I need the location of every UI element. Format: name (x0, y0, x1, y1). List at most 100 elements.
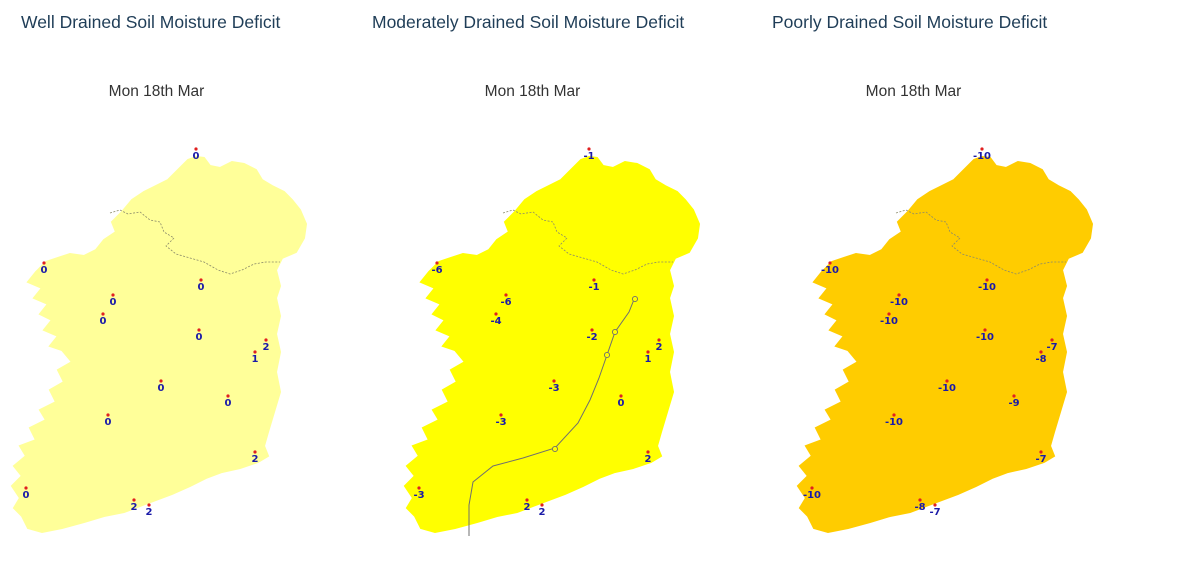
island-shape (10, 155, 308, 534)
station-dot (619, 394, 623, 398)
station-marker: 2 (524, 498, 531, 513)
station-dot (887, 312, 891, 316)
station-value: -10 (821, 265, 839, 276)
station-dot (106, 413, 110, 417)
station-dot (945, 379, 949, 383)
station-value: 0 (110, 297, 117, 308)
station-marker: 0 (105, 413, 112, 428)
station-marker: -6 (500, 293, 512, 308)
station-dot (592, 278, 596, 282)
border-line (109, 209, 280, 275)
station-value: 0 (618, 398, 625, 409)
station-marker: -7 (929, 503, 941, 518)
station-value: -3 (413, 490, 424, 501)
station-dot (918, 498, 922, 502)
station-marker: 0 (100, 312, 107, 327)
station-dot (494, 312, 498, 316)
station-value: -8 (914, 502, 925, 513)
contour-label (611, 328, 619, 336)
station-dot (111, 293, 115, 297)
panel-title: Moderately Drained Soil Moisture Deficit (372, 12, 685, 32)
station-dot (657, 338, 661, 342)
station-value: 2 (252, 454, 259, 465)
island-shape (403, 155, 701, 534)
station-marker: 1 (252, 350, 259, 365)
station-marker: 2 (252, 450, 259, 465)
station-marker: -3 (413, 486, 425, 501)
station-dot (590, 328, 594, 332)
station-dot (1050, 338, 1054, 342)
station-dot (933, 503, 937, 507)
station-value: 2 (645, 454, 652, 465)
station-marker: -8 (914, 498, 926, 513)
station-dot (226, 394, 230, 398)
station-value: -7 (1035, 454, 1046, 465)
station-marker: -7 (1046, 338, 1058, 353)
island-shape (796, 155, 1094, 534)
station-marker: -7 (1035, 450, 1047, 465)
station-dot (983, 328, 987, 332)
station-marker: -10 (976, 328, 994, 343)
station-value: -4 (490, 316, 501, 327)
contour-label (631, 295, 639, 303)
station-marker: 0 (110, 293, 117, 308)
station-value: -7 (1046, 342, 1057, 353)
contour-label (603, 351, 611, 359)
station-marker: 0 (225, 394, 232, 409)
panel-title: Poorly Drained Soil Moisture Deficit (772, 12, 1048, 32)
station-dot (1039, 450, 1043, 454)
station-marker: -3 (548, 379, 560, 394)
station-marker: -10 (880, 312, 898, 327)
station-dot (828, 261, 832, 265)
poorly-drained-panel: Poorly Drained Soil Moisture Deficit Mon… (772, 0, 1179, 569)
station-value: 2 (524, 502, 531, 513)
station-dot (587, 147, 591, 151)
station-marker: -10 (885, 413, 903, 428)
station-dot (985, 278, 989, 282)
station-dot (646, 350, 650, 354)
station-value: -3 (495, 417, 506, 428)
station-dot (810, 486, 814, 490)
station-dot (253, 450, 257, 454)
station-value: 0 (193, 151, 200, 162)
station-dot (24, 486, 28, 490)
station-value: -1 (583, 151, 594, 162)
panel-date: Mon 18th Mar (865, 83, 962, 100)
station-marker: -6 (431, 261, 443, 276)
station-marker: -10 (938, 379, 956, 394)
station-dot (194, 147, 198, 151)
station-marker: 2 (645, 450, 652, 465)
station-dot (199, 278, 203, 282)
station-value: 0 (198, 282, 205, 293)
station-marker: -9 (1008, 394, 1020, 409)
station-dot (552, 379, 556, 383)
station-dot (980, 147, 984, 151)
station-marker: -10 (890, 293, 908, 308)
station-value: -6 (431, 265, 442, 276)
panel-title: Well Drained Soil Moisture Deficit (21, 12, 281, 32)
panel-date: Mon 18th Mar (484, 83, 581, 100)
station-value: -2 (586, 332, 597, 343)
station-value: -10 (938, 383, 956, 394)
station-value: 1 (252, 354, 259, 365)
station-dot (1012, 394, 1016, 398)
station-dot (101, 312, 105, 316)
station-marker: 0 (198, 278, 205, 293)
station-dot (892, 413, 896, 417)
station-dot (525, 498, 529, 502)
moderately-drained-panel: Moderately Drained Soil Moisture Deficit… (372, 0, 786, 569)
station-dot (504, 293, 508, 297)
station-value: -6 (500, 297, 511, 308)
panel-date: Mon 18th Mar (108, 83, 205, 100)
station-marker: 0 (158, 379, 165, 394)
ireland-map: -10-10-10-10-10-10-8-7-10-9-10-7-10-8 -7 (796, 147, 1094, 534)
station-marker: 2 (656, 338, 663, 353)
station-value: 0 (41, 265, 48, 276)
station-marker: -10 (973, 147, 991, 162)
station-marker: 2 (146, 503, 153, 518)
station-marker: 0 (23, 486, 30, 501)
station-marker: -3 (495, 413, 507, 428)
station-value: -3 (548, 383, 559, 394)
station-value: 0 (158, 383, 165, 394)
